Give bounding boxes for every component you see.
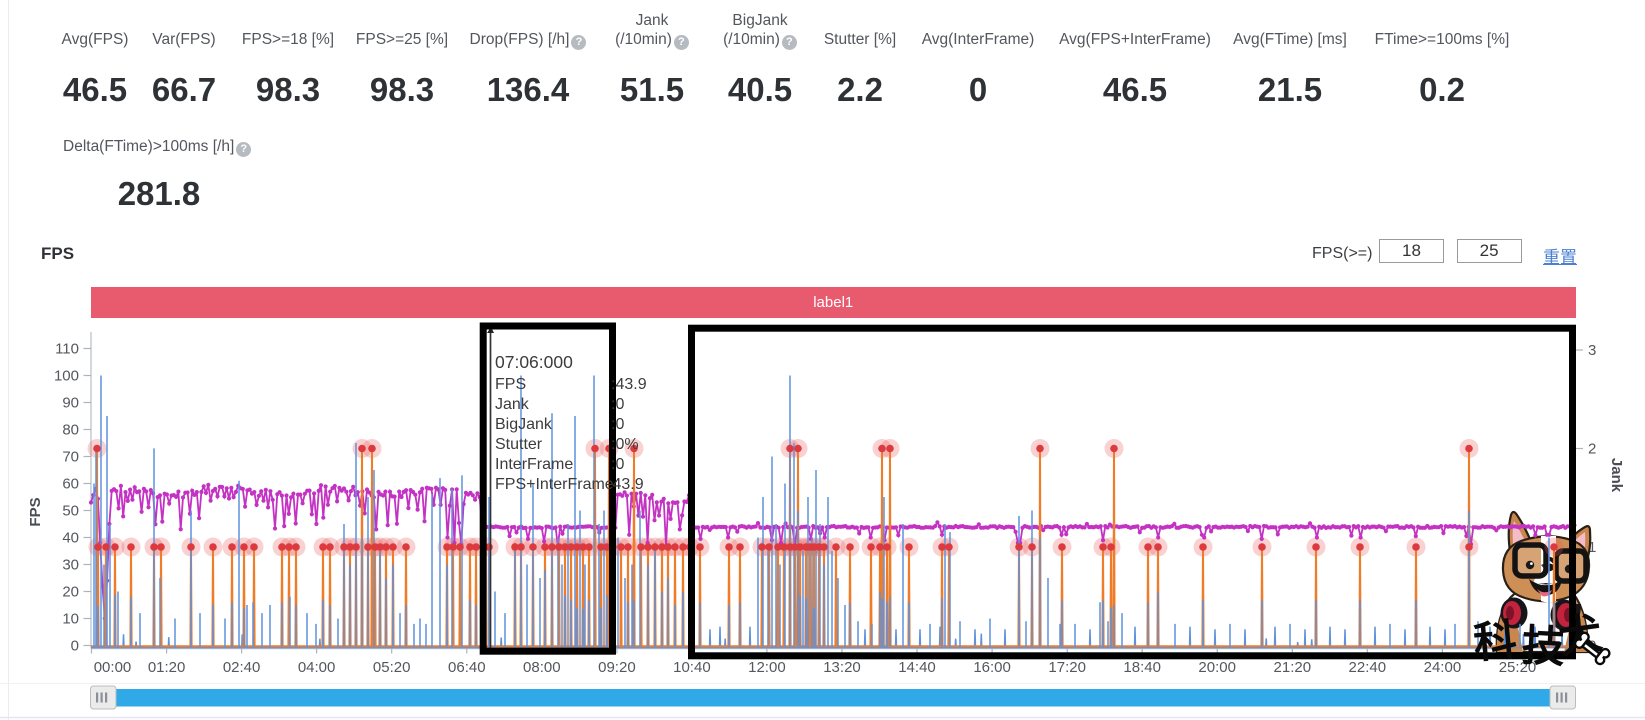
svg-text:FPS+InterFrame: FPS+InterFrame [495, 476, 614, 493]
svg-text:12:00: 12:00 [748, 659, 786, 676]
svg-text:04:00: 04:00 [298, 659, 336, 676]
svg-text:05:20: 05:20 [373, 659, 411, 676]
svg-text::43.9: :43.9 [608, 476, 644, 493]
svg-text:22:40: 22:40 [1349, 659, 1387, 676]
svg-text:17:20: 17:20 [1048, 659, 1086, 676]
svg-text:25:20: 25:20 [1499, 659, 1537, 676]
svg-text:24:00: 24:00 [1424, 659, 1462, 676]
svg-text:10: 10 [62, 611, 79, 628]
svg-text:100: 100 [54, 368, 79, 385]
svg-text:FPS: FPS [495, 376, 526, 393]
svg-text:60: 60 [62, 476, 79, 493]
svg-text:08:00: 08:00 [523, 659, 561, 676]
svg-text:90: 90 [62, 395, 79, 412]
svg-text::43.9: :43.9 [611, 376, 647, 393]
svg-text::0: :0 [611, 456, 624, 473]
svg-text:20: 20 [62, 584, 79, 601]
svg-text:30: 30 [62, 557, 79, 574]
svg-text:BigJank: BigJank [495, 416, 553, 433]
svg-text:00:00: 00:00 [94, 659, 132, 676]
svg-text:Jank: Jank [1608, 458, 1625, 493]
svg-text:20:00: 20:00 [1198, 659, 1236, 676]
svg-text:21:20: 21:20 [1274, 659, 1312, 676]
svg-text:70: 70 [62, 449, 79, 466]
svg-text:10:40: 10:40 [673, 659, 711, 676]
svg-text:50: 50 [62, 503, 79, 520]
svg-text:科: 科 [1472, 616, 1519, 668]
svg-text:02:40: 02:40 [223, 659, 261, 676]
svg-text:13:20: 13:20 [823, 659, 861, 676]
svg-text:Stutter: Stutter [495, 436, 543, 453]
svg-text:80: 80 [62, 422, 79, 439]
svg-text:09:20: 09:20 [598, 659, 636, 676]
svg-text:07:06:000: 07:06:000 [495, 352, 573, 372]
svg-text:01:20: 01:20 [148, 659, 186, 676]
svg-text:技: 技 [1520, 622, 1565, 672]
svg-text:3: 3 [1588, 342, 1596, 359]
svg-text:16:00: 16:00 [973, 659, 1011, 676]
svg-text::0: :0 [611, 416, 624, 433]
svg-text:0: 0 [1588, 638, 1596, 655]
svg-text:14:40: 14:40 [898, 659, 936, 676]
svg-text:110: 110 [55, 341, 79, 358]
svg-text:1: 1 [1588, 539, 1596, 556]
svg-text:0: 0 [71, 638, 79, 655]
svg-text:FPS: FPS [27, 497, 44, 526]
svg-text:06:40: 06:40 [448, 659, 486, 676]
svg-text:40: 40 [62, 530, 79, 547]
svg-text:18:40: 18:40 [1123, 659, 1161, 676]
svg-text::0%: :0% [611, 436, 639, 453]
svg-text:2: 2 [1588, 441, 1596, 458]
svg-text::0: :0 [611, 396, 624, 413]
svg-text:InterFrame: InterFrame [495, 456, 573, 473]
svg-text:Jank: Jank [495, 396, 530, 413]
